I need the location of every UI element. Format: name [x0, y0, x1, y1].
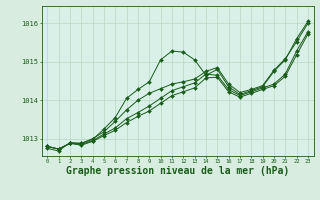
X-axis label: Graphe pression niveau de la mer (hPa): Graphe pression niveau de la mer (hPa) [66, 166, 289, 176]
